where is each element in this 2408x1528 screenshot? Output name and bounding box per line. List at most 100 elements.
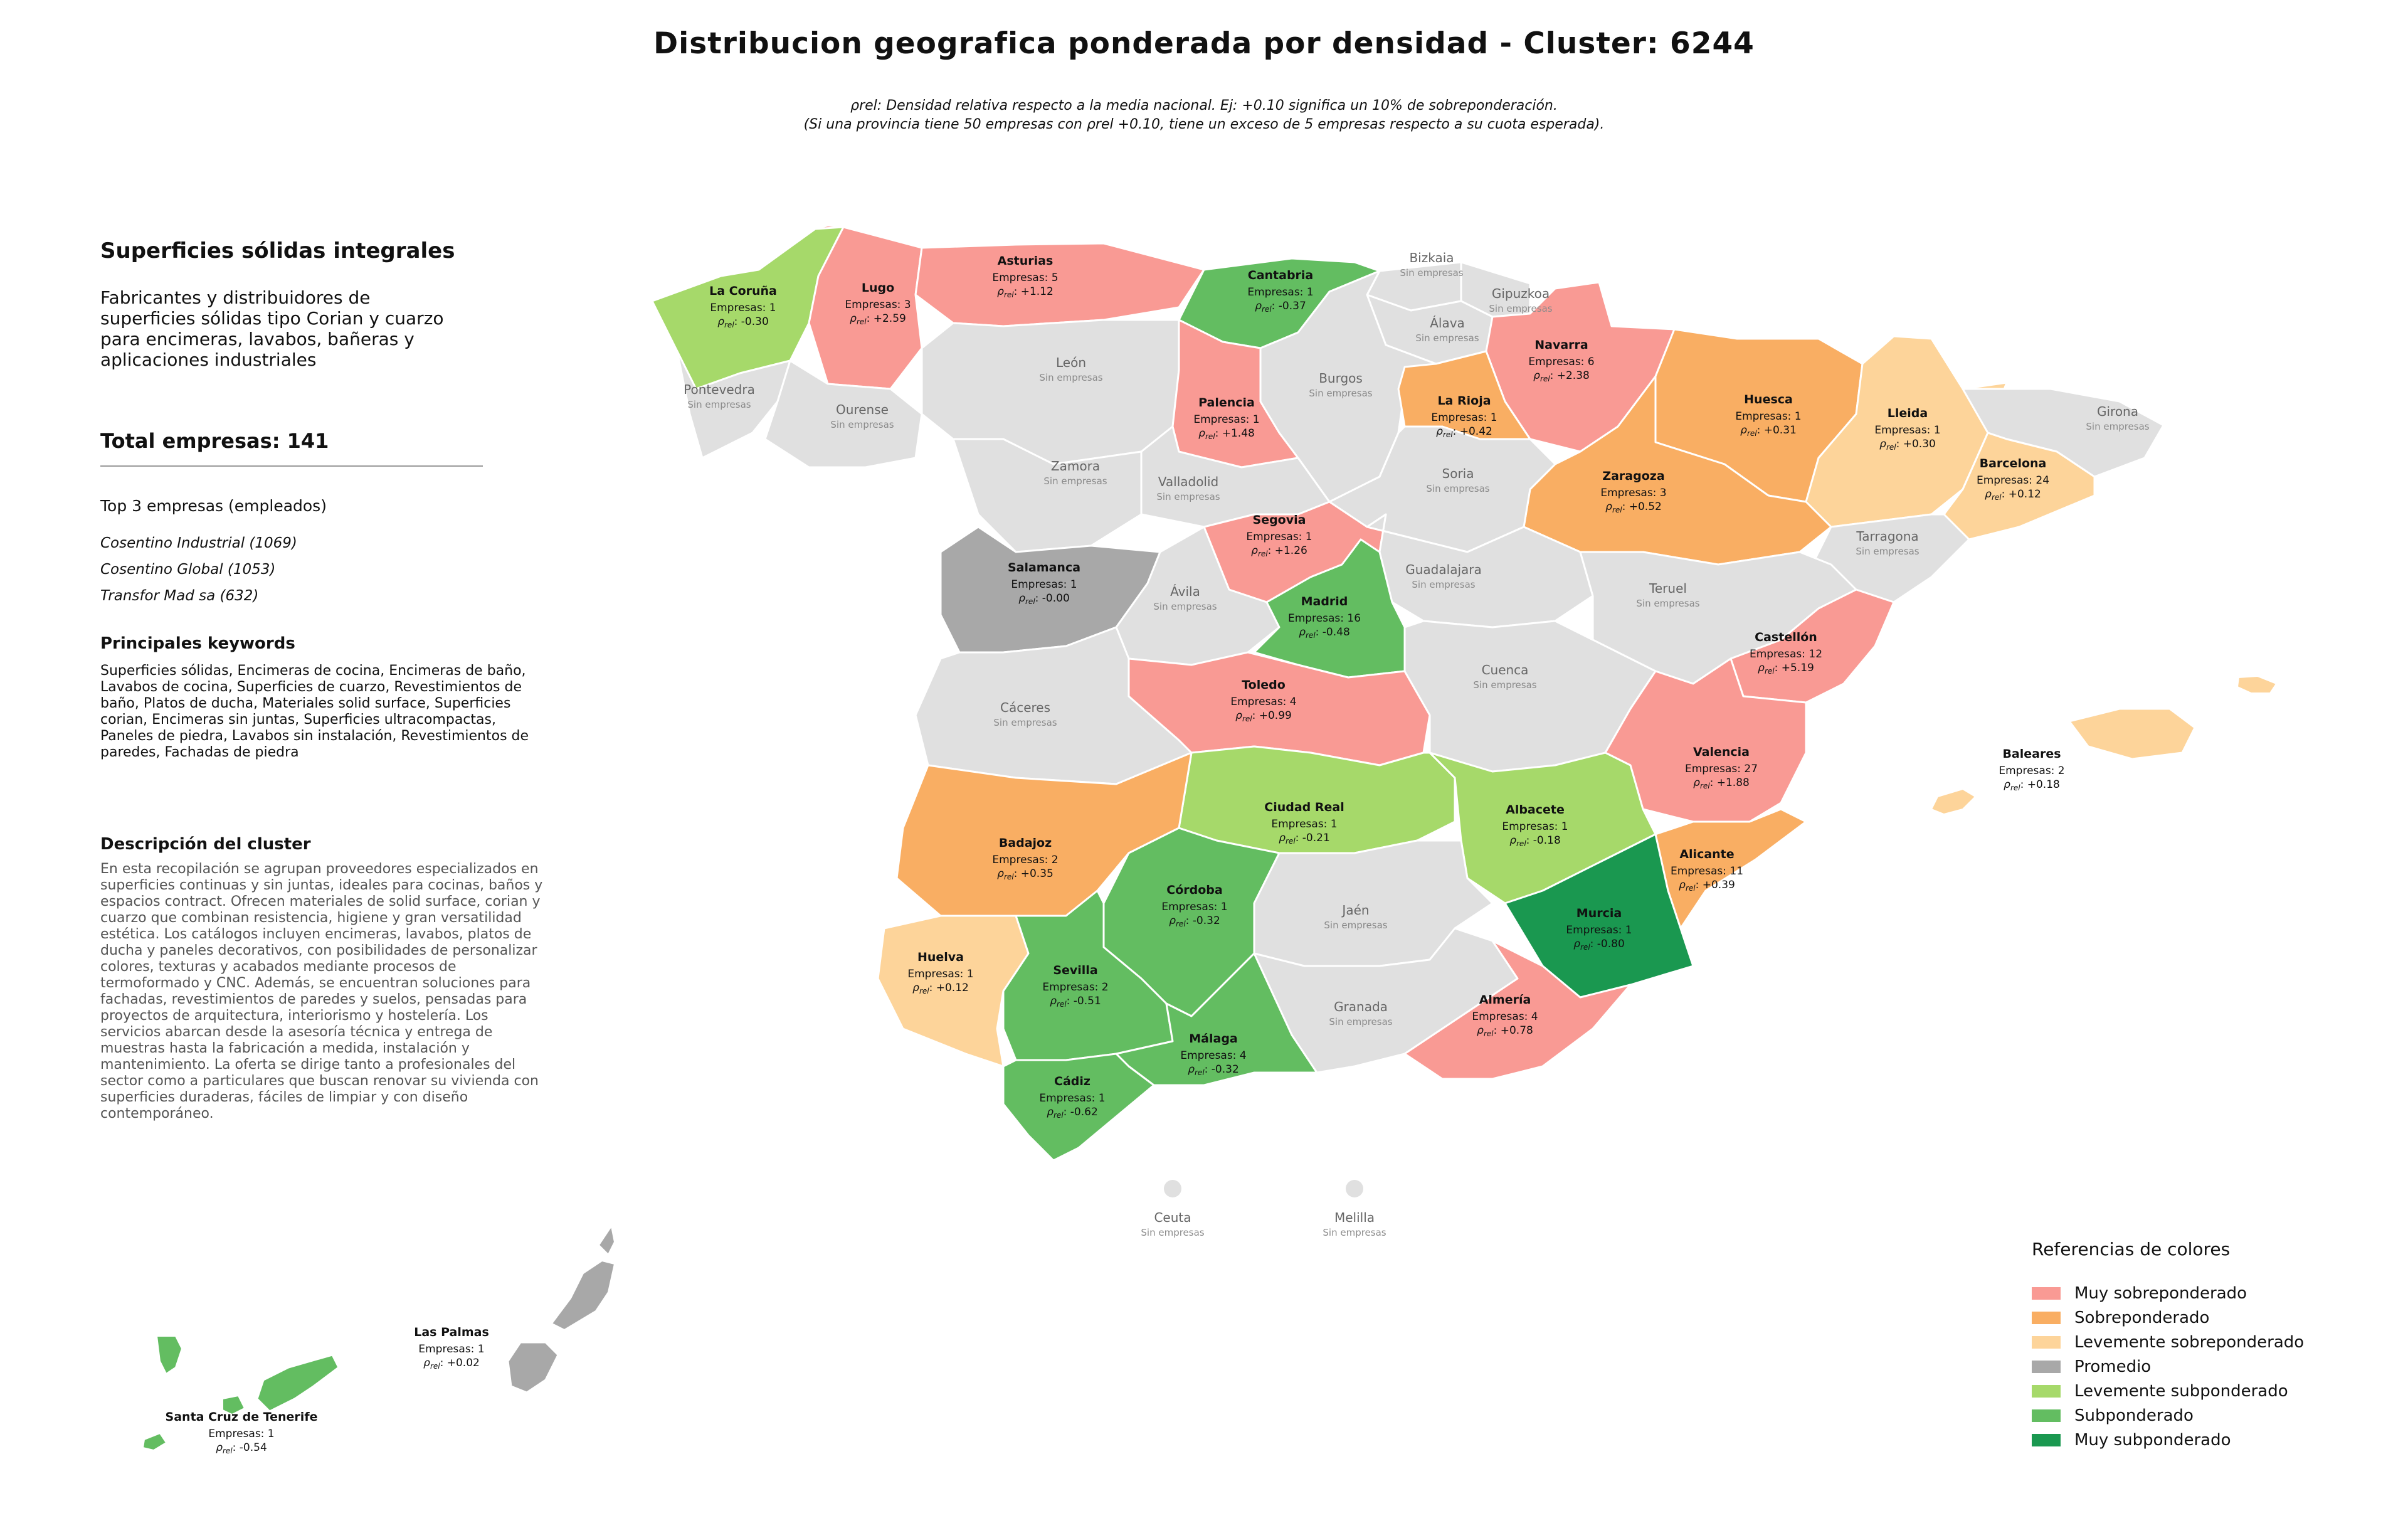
region-name: Gipuzkoa (1492, 286, 1550, 301)
region-name: Cuenca (1482, 662, 1529, 677)
region-name: La Coruña (709, 284, 777, 298)
company-count: Empresas: 1 (1874, 424, 1940, 437)
region-melilla-shape (1346, 1180, 1363, 1197)
region-name: Ourense (836, 402, 889, 417)
top-companies-list: Cosentino Industrial (1069) Cosentino Gl… (100, 530, 564, 609)
region-ciudad-real-label: Ciudad Real Empresas: 1 ρrel: -0.21 (1264, 800, 1344, 846)
company-count: Empresas: 5 (992, 272, 1058, 284)
keywords-heading: Principales keywords (100, 634, 295, 653)
company-count: Empresas: 27 (1685, 763, 1758, 775)
region-las-palmas-island-shape (598, 1224, 616, 1256)
region-la-coruna-label: La Coruña Empresas: 1 ρrel: -0.30 (709, 284, 777, 329)
region-name: Lleida (1888, 406, 1928, 420)
legend-label: Sobreponderado (2074, 1308, 2210, 1327)
company-count: Empresas: 2 (1999, 765, 2064, 777)
keywords-text: Superficies sólidas, Encimeras de cocina… (100, 663, 529, 760)
company-count: Empresas: 1 (1431, 411, 1497, 424)
company-count: Empresas: 1 (208, 1428, 274, 1440)
no-companies-label: Sin empresas (1856, 546, 1919, 557)
region-name: Murcia (1576, 906, 1622, 920)
region-name: Sevilla (1053, 963, 1097, 977)
region-huelva-label: Huelva Empresas: 1 ρrel: +0.12 (907, 950, 973, 995)
rho-value: ρrel: -0.62 (1047, 1106, 1098, 1120)
rho-value: ρrel: +1.12 (997, 285, 1054, 299)
region-baleares-island-shape (1930, 788, 1977, 815)
region-girona-label: Girona Sin empresas (2086, 404, 2149, 432)
region-teruel-label: Teruel Sin empresas (1636, 581, 1699, 609)
no-companies-label: Sin empresas (1489, 303, 1552, 314)
region-ceuta-label: Ceuta Sin empresas (1141, 1210, 1204, 1238)
region-name: Burgos (1319, 371, 1363, 386)
region-jaen-label: Jaén Sin empresas (1324, 903, 1387, 931)
map-subtitle: ρrel: Densidad relativa respecto a la me… (0, 97, 2408, 134)
region-valencia-label: Valencia Empresas: 27 ρrel: +1.88 (1685, 745, 1758, 790)
no-companies-label: Sin empresas (2086, 421, 2149, 432)
rho-value: ρrel: +2.38 (1533, 369, 1590, 383)
no-companies-label: Sin empresas (1309, 388, 1372, 399)
company-count: Empresas: 1 (1039, 1092, 1105, 1105)
company-count: Empresas: 6 (1528, 356, 1594, 368)
legend-swatch (2032, 1409, 2061, 1422)
legend-item: Promedio (2032, 1354, 2383, 1379)
legend-item: Subponderado (2032, 1403, 2383, 1428)
legend-label: Promedio (2074, 1357, 2152, 1376)
region-murcia-label: Murcia Empresas: 1 ρrel: -0.80 (1566, 906, 1632, 952)
rho-value: ρrel: +0.18 (2004, 778, 2060, 792)
region-avila-label: Ávila Sin empresas (1153, 584, 1217, 612)
region-ourense-label: Ourense Sin empresas (830, 402, 894, 430)
region-name: Salamanca (1008, 561, 1080, 575)
no-companies-label: Sin empresas (1473, 679, 1536, 691)
region-name: Segovia (1253, 513, 1306, 527)
region-cadiz-shape (1002, 1053, 1155, 1162)
legend-title: Referencias de colores (2032, 1239, 2231, 1260)
company-count: Empresas: 1 (710, 302, 776, 314)
legend-swatch (2032, 1287, 2061, 1300)
region-asturias-shape (914, 242, 1205, 327)
no-companies-label: Sin empresas (1043, 475, 1107, 487)
rho-value: ρrel: +0.78 (1477, 1024, 1533, 1038)
company-count: Empresas: 2 (1042, 981, 1108, 994)
rho-value: ρrel: +0.52 (1605, 501, 1662, 514)
rho-value: ρrel: +1.26 (1251, 544, 1307, 558)
region-name: Pontevedra (684, 382, 755, 397)
company-count: Empresas: 1 (1161, 901, 1227, 913)
region-name: Tarragona (1856, 529, 1918, 544)
region-almeria-shape (1403, 940, 1632, 1080)
company-count: Empresas: 12 (1750, 648, 1822, 661)
region-soria-label: Soria Sin empresas (1426, 466, 1489, 494)
rho-value: ρrel: +2.59 (850, 312, 906, 326)
company-count: Empresas: 4 (1472, 1011, 1538, 1023)
region-name: Valencia (1693, 745, 1750, 759)
region-name: Palencia (1198, 396, 1255, 410)
rho-value: ρrel: -0.54 (216, 1441, 267, 1455)
region-name: Albacete (1506, 803, 1565, 817)
region-name: Valladolid (1158, 474, 1219, 489)
rho-value: ρrel: +0.39 (1679, 879, 1735, 893)
rho-value: ρrel: -0.48 (1299, 626, 1350, 640)
company-count: Empresas: 16 (1288, 612, 1361, 625)
legend-item: Sobreponderado (2032, 1305, 2383, 1330)
region-baleares-island-shape (2236, 675, 2278, 694)
region-tarragona-label: Tarragona Sin empresas (1856, 529, 1919, 557)
region-baleares-shape (2068, 708, 2196, 760)
region-name: Alicante (1679, 847, 1734, 861)
region-leon-label: León Sin empresas (1039, 355, 1102, 383)
region-name: Almería (1479, 993, 1531, 1007)
company-count: Empresas: 4 (1230, 696, 1296, 708)
region-name: Jaén (1341, 903, 1369, 918)
region-name: Baleares (2002, 747, 2061, 761)
company-count: Empresas: 1 (1566, 924, 1632, 936)
region-ourense-shape (764, 359, 923, 469)
map-labels: La Coruña Empresas: 1 ρrel: -0.30 Lugo Empre… (166, 250, 2150, 1455)
region-valladolid-label: Valladolid Sin empresas (1156, 474, 1220, 502)
region-name: Álava (1430, 316, 1465, 331)
